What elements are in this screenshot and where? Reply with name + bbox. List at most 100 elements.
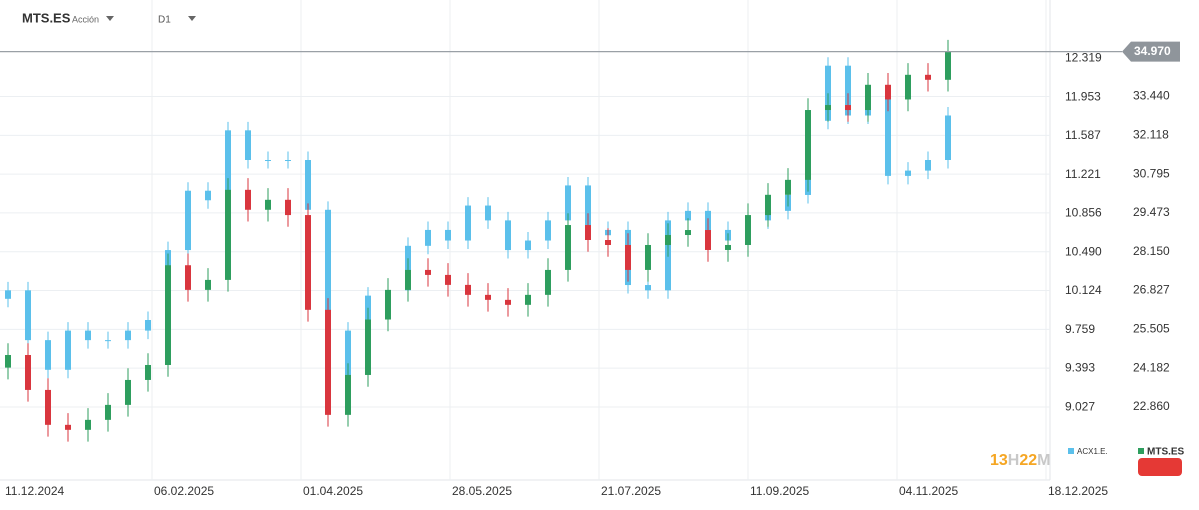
last-price-label: 34.970 bbox=[1134, 44, 1171, 58]
candle-body bbox=[425, 269, 431, 275]
candle-body bbox=[585, 185, 591, 236]
legend-badge[interactable] bbox=[1138, 458, 1182, 476]
candle-body bbox=[685, 210, 691, 221]
candle-body bbox=[825, 105, 831, 111]
candle-body bbox=[225, 189, 231, 280]
candle-body bbox=[265, 160, 271, 161]
candle-body bbox=[365, 319, 371, 375]
candle-body bbox=[645, 244, 651, 270]
y-tick-label: 30.795 bbox=[1133, 166, 1170, 180]
y2-tick-label: 9.759 bbox=[1065, 322, 1095, 336]
candle-body bbox=[565, 185, 571, 221]
overlay: 9.027 9.393 9.759 10.124 10.490 10.856 11.221 1… bbox=[0, 41, 1185, 498]
y-tick-label: 26.827 bbox=[1133, 283, 1170, 297]
candle-body bbox=[465, 205, 471, 241]
legend-swatch bbox=[1138, 448, 1144, 454]
y-tick-label: 22.860 bbox=[1133, 399, 1170, 413]
candle-body bbox=[45, 340, 51, 370]
x-tick-label: 11.12.2024 bbox=[5, 484, 64, 498]
candle-body bbox=[65, 424, 71, 430]
candle-body bbox=[745, 215, 751, 245]
y2-tick-label: 9.027 bbox=[1065, 399, 1095, 413]
candle-body bbox=[225, 130, 231, 201]
candle-body bbox=[425, 229, 431, 246]
x-tick-label: 06.02.2025 bbox=[154, 484, 214, 498]
candle-body bbox=[805, 110, 811, 180]
candle-body bbox=[585, 225, 591, 240]
candle-body bbox=[905, 74, 911, 100]
candle-body bbox=[125, 379, 131, 405]
chart-title: MTS.ES bbox=[22, 10, 71, 25]
grid bbox=[0, 0, 1050, 480]
candle-body bbox=[385, 289, 391, 320]
candle-body bbox=[205, 279, 211, 290]
candle-body bbox=[545, 269, 551, 295]
countdown-part: M bbox=[1037, 452, 1050, 469]
candle-body bbox=[525, 240, 531, 251]
legend-swatch bbox=[1068, 448, 1074, 454]
candle-body bbox=[485, 205, 491, 221]
last-price-tag bbox=[1122, 41, 1180, 62]
y-tick-label: 32.118 bbox=[1133, 127, 1169, 141]
candles bbox=[5, 39, 951, 442]
candle-body bbox=[325, 309, 331, 415]
y2-tick-label: 9.393 bbox=[1065, 361, 1095, 375]
candle-body bbox=[945, 115, 951, 160]
candle-body bbox=[445, 229, 451, 241]
candle-body bbox=[905, 170, 911, 176]
candle-body bbox=[625, 244, 631, 270]
candle-body bbox=[205, 190, 211, 201]
x-tick-label: 11.09.2025 bbox=[750, 484, 809, 498]
y2-tick-label: 12.319 bbox=[1065, 51, 1102, 65]
candle-body bbox=[345, 374, 351, 415]
candle-body bbox=[45, 389, 51, 425]
candle-body bbox=[85, 419, 91, 430]
countdown: 13H22M bbox=[990, 452, 1050, 469]
candle-body bbox=[925, 74, 931, 80]
y-tick-label: 33.440 bbox=[1133, 89, 1170, 103]
countdown-part: 13 bbox=[990, 452, 1008, 469]
candle-body bbox=[305, 160, 311, 210]
dropdown-arrow[interactable] bbox=[106, 16, 114, 21]
candle-body bbox=[505, 299, 511, 305]
candle-body bbox=[305, 215, 311, 310]
candle-body bbox=[605, 240, 611, 245]
y2-tick-label: 10.124 bbox=[1065, 283, 1102, 297]
candle-body bbox=[5, 290, 11, 299]
candle-body bbox=[845, 65, 851, 116]
dropdown-arrow[interactable] bbox=[188, 16, 196, 21]
candle-body bbox=[825, 65, 831, 121]
candle-body bbox=[465, 284, 471, 295]
candle-body bbox=[165, 265, 171, 365]
candle-body bbox=[85, 330, 91, 341]
candle-body bbox=[245, 189, 251, 210]
candle-body bbox=[645, 285, 651, 291]
candle-body bbox=[925, 160, 931, 171]
legend-label: ACX1.E. bbox=[1077, 447, 1108, 456]
chart-subtitle: Acción bbox=[72, 14, 99, 24]
candle-body bbox=[405, 269, 411, 290]
candle-body bbox=[685, 230, 691, 236]
x-tick-label: 28.05.2025 bbox=[452, 484, 512, 498]
x-tick-label: 18.12.2025 bbox=[1048, 484, 1108, 498]
timeframe[interactable]: D1 bbox=[158, 15, 171, 26]
x-tick-label: 21.07.2025 bbox=[601, 484, 661, 498]
candle-body bbox=[285, 199, 291, 216]
candle-body bbox=[25, 290, 31, 341]
candle-body bbox=[485, 294, 491, 300]
candle-body bbox=[125, 330, 131, 341]
candle-body bbox=[705, 230, 711, 250]
candle-body bbox=[725, 244, 731, 250]
candle-body bbox=[885, 85, 891, 176]
candle-body bbox=[885, 84, 891, 100]
y-tick-label: 24.182 bbox=[1133, 360, 1170, 374]
candle-body bbox=[785, 179, 791, 195]
y2-tick-label: 11.953 bbox=[1065, 89, 1101, 103]
countdown-part: H bbox=[1008, 452, 1020, 469]
candle-body bbox=[665, 235, 671, 245]
candle-body bbox=[5, 355, 11, 368]
y-tick-label: 28.150 bbox=[1133, 244, 1170, 258]
candle-body bbox=[765, 194, 771, 216]
legend-label: MTS.ES bbox=[1147, 447, 1185, 458]
